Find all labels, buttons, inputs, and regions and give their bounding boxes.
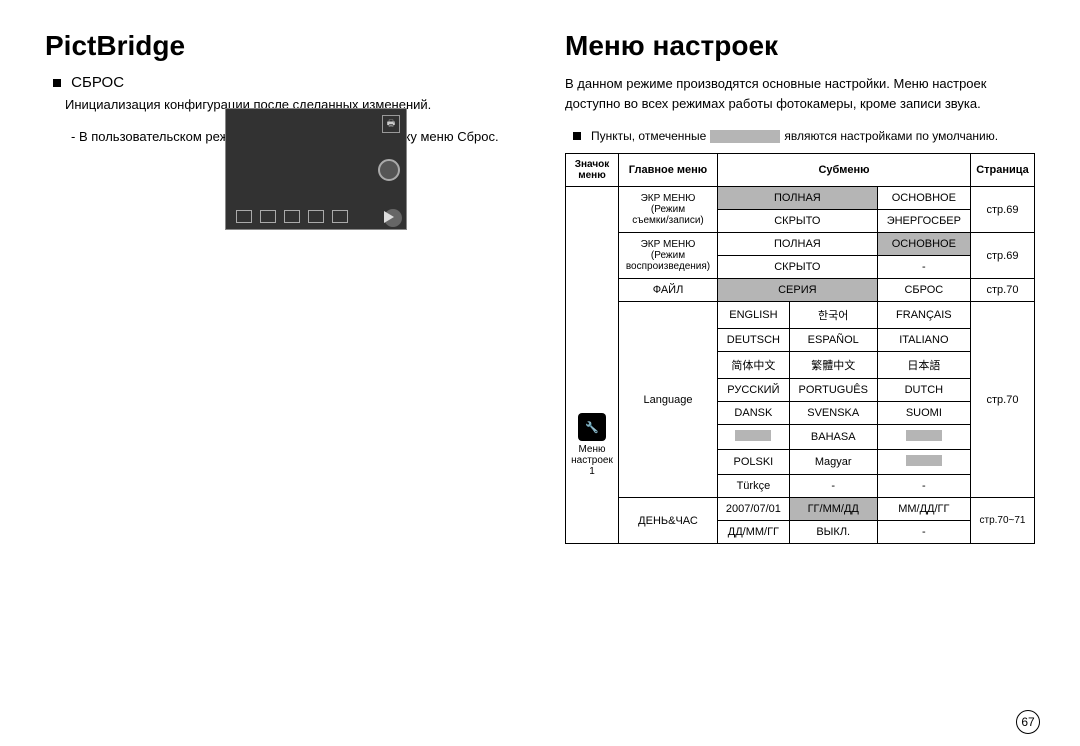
lang-cell: ESPAÑOL [789, 329, 877, 352]
sub-cell: ГГ/ММ/ДД [789, 498, 877, 521]
sub-cell: СБРОС [877, 279, 970, 302]
left-column: PictBridge СБРОС Инициализация конфигура… [45, 30, 515, 544]
lang-cell: 한국어 [789, 302, 877, 329]
sub-cell: ММ/ДД/ГГ [877, 498, 970, 521]
lang-cell: 简体中文 [718, 352, 790, 379]
sub-cell: - [877, 521, 970, 544]
preview-row-icons [236, 210, 348, 223]
sub-cell: ВЫКЛ. [789, 521, 877, 544]
page-cell: стр.70~71 [971, 498, 1035, 544]
table-row: ФАЙЛ СЕРИЯ СБРОС стр.70 [566, 279, 1035, 302]
lang-cell: РУССКИЙ [718, 379, 790, 402]
main-menu-datetime: ДЕНЬ&ЧАС [619, 498, 718, 544]
lang-cell: SVENSKA [789, 402, 877, 425]
header-page: Страница [971, 154, 1035, 187]
table-header-row: Значок меню Главное меню Субменю Страниц… [566, 154, 1035, 187]
page-cell: стр.70 [971, 302, 1035, 498]
lang-cell: FRANÇAIS [877, 302, 970, 329]
sub-cell: 2007/07/01 [718, 498, 790, 521]
sub-cell: ЭНЕРГОСБЕР [877, 210, 970, 233]
page-cell: стр.69 [971, 187, 1035, 233]
header-sub: Субменю [718, 154, 971, 187]
table-row: ДЕНЬ&ЧАС 2007/07/01 ГГ/ММ/ДД ММ/ДД/ГГ ст… [566, 498, 1035, 521]
camera-screen-preview: 🖶 [225, 108, 407, 230]
table-row: 🔧 Меню настроек 1 ЭКР МЕНЮ (Режим съемки… [566, 187, 1035, 210]
main-menu-2: ЭКР МЕНЮ (Режим воспроизведения) [619, 233, 718, 279]
lang-cell: SUOMI [877, 402, 970, 425]
icon-label-1: Меню [570, 444, 614, 455]
lang-cell: POLSKI [718, 450, 790, 475]
lang-cell [718, 425, 790, 450]
header-icon: Значок меню [566, 154, 619, 187]
sub-cell: ОСНОВНОЕ [877, 187, 970, 210]
note-after: являются настройками по умолчанию. [784, 129, 998, 143]
lang-cell: Magyar [789, 450, 877, 475]
main-menu-1: ЭКР МЕНЮ (Режим съемки/записи) [619, 187, 718, 233]
table-row: ЭКР МЕНЮ (Режим воспроизведения) ПОЛНАЯ … [566, 233, 1035, 256]
right-column: Меню настроек В данном режиме производят… [565, 30, 1035, 544]
sub-cell: - [877, 256, 970, 279]
lang-cell: DANSK [718, 402, 790, 425]
lang-cell: DEUTSCH [718, 329, 790, 352]
lang-cell [877, 425, 970, 450]
settings-description: В данном режиме производятся основные на… [565, 74, 1035, 113]
sub-cell: СКРЫТО [718, 256, 878, 279]
default-swatch-icon [710, 130, 780, 143]
print-icon: 🖶 [382, 115, 400, 133]
sub-cell: ПОЛНАЯ [718, 187, 878, 210]
note-before: Пункты, отмеченные [591, 129, 706, 143]
table-row: Language ENGLISH 한국어 FRANÇAIS стр.70 [566, 302, 1035, 329]
sub-cell: ПОЛНАЯ [718, 233, 878, 256]
lang-cell: ITALIANO [877, 329, 970, 352]
lang-cell: DUTCH [877, 379, 970, 402]
sub-cell: ОСНОВНОЕ [877, 233, 970, 256]
lang-cell [877, 450, 970, 475]
bullet-square-icon [53, 79, 61, 87]
page-number: 67 [1016, 710, 1040, 734]
page-cell: стр.70 [971, 279, 1035, 302]
lang-cell: 繁體中文 [789, 352, 877, 379]
default-note: Пункты, отмеченные являются настройками … [573, 129, 1035, 143]
section-reset: СБРОС [53, 74, 515, 91]
sub-cell: СЕРИЯ [718, 279, 878, 302]
lang-cell: 日本語 [877, 352, 970, 379]
icon-label-2: настроек 1 [570, 455, 614, 477]
sub-cell: СКРЫТО [718, 210, 878, 233]
gray-block-icon [735, 430, 771, 441]
main-menu-3: ФАЙЛ [619, 279, 718, 302]
menu-icon-cell: 🔧 Меню настроек 1 [566, 187, 619, 544]
play-button-icon [384, 209, 402, 227]
gray-block-icon [906, 430, 942, 441]
lang-cell: - [877, 475, 970, 498]
lang-cell: ENGLISH [718, 302, 790, 329]
section-label: СБРОС [71, 74, 124, 91]
header-main: Главное меню [619, 154, 718, 187]
gray-block-icon [906, 455, 942, 466]
wrench-icon: 🔧 [578, 413, 606, 441]
title-settings-menu: Меню настроек [565, 30, 1035, 62]
bullet-square-icon [573, 132, 581, 140]
lang-cell: - [789, 475, 877, 498]
main-menu-language: Language [619, 302, 718, 498]
title-pictbridge: PictBridge [45, 30, 515, 62]
settings-table: Значок меню Главное меню Субменю Страниц… [565, 153, 1035, 544]
page-cell: стр.69 [971, 233, 1035, 279]
lang-cell: BAHASA [789, 425, 877, 450]
lang-cell: PORTUGUÊS [789, 379, 877, 402]
sub-cell: ДД/ММ/ГГ [718, 521, 790, 544]
dial-icon [378, 159, 400, 181]
lang-cell: Türkçe [718, 475, 790, 498]
